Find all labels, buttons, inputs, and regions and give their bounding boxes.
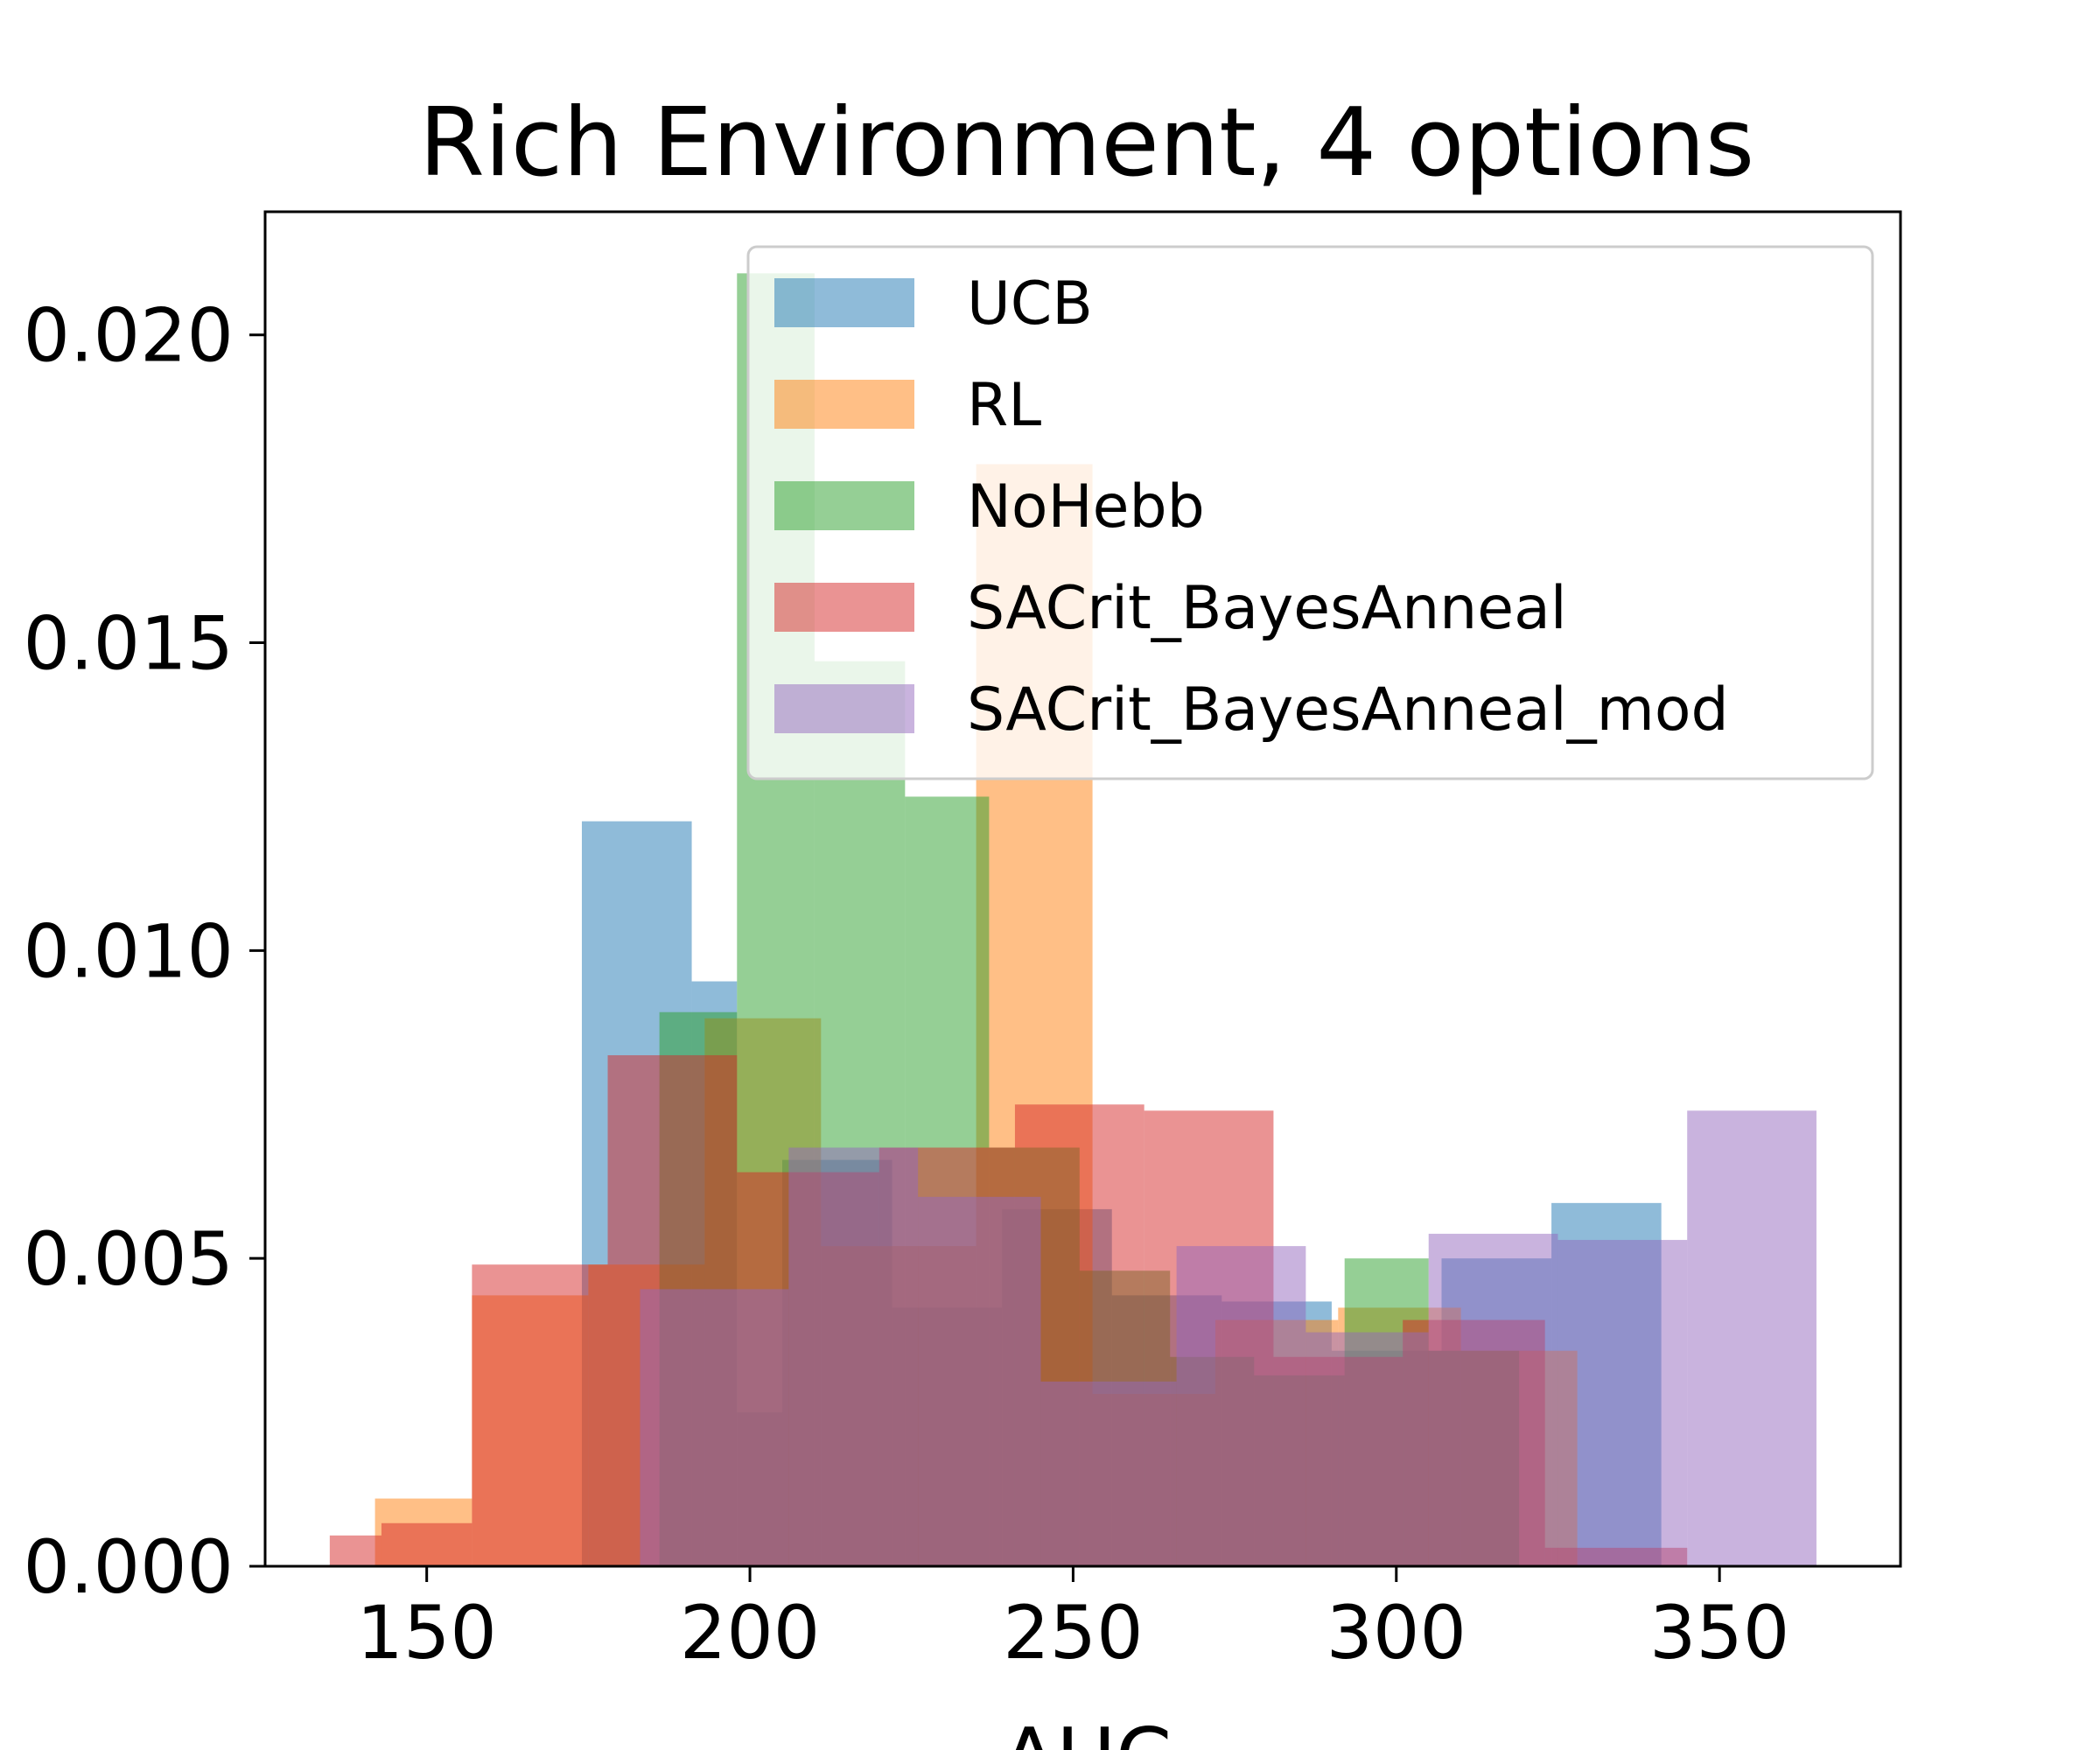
y-tick-label: 0.000: [24, 1524, 234, 1610]
histogram-bars: [329, 273, 1816, 1566]
x-tick-label: 250: [1003, 1590, 1143, 1676]
x-tick-label: 200: [680, 1590, 820, 1676]
legend-label-SACrit_BayesAnneal: SACrit_BayesAnneal: [967, 574, 1567, 643]
x-tick-label: 300: [1326, 1590, 1466, 1676]
legend-swatch-SACrit_BayesAnneal_mod: [774, 684, 914, 733]
legend-label-UCB: UCB: [967, 270, 1093, 339]
bar-SACrit_BayesAnneal-2: [472, 1264, 608, 1566]
y-tick-label: 0.015: [24, 601, 234, 687]
x-axis: 150 200 250 300 350: [357, 1566, 1789, 1676]
legend-swatch-UCB: [774, 278, 914, 327]
bar-SACrit_BayesAnneal_mod-0: [640, 1289, 789, 1566]
bar-SACrit_BayesAnneal_mod-7: [1558, 1240, 1688, 1566]
legend-swatch-NoHebb: [774, 481, 914, 530]
bar-SACrit_BayesAnneal_mod-4: [1176, 1246, 1306, 1566]
y-tick-label: 0.020: [24, 293, 234, 379]
legend-swatch-SACrit_BayesAnneal: [774, 583, 914, 632]
bar-SACrit_BayesAnneal_mod-6: [1428, 1234, 1558, 1566]
x-tick-label: 150: [357, 1590, 497, 1676]
y-tick-label: 0.010: [24, 908, 234, 994]
bar-SACrit_BayesAnneal_mod-5: [1306, 1332, 1429, 1566]
legend-label-RL: RL: [967, 371, 1041, 440]
chart-title: Rich Environment, 4 options: [419, 88, 1754, 198]
series-SACrit_BayesAnneal_mod: [640, 1110, 1816, 1566]
bar-SACrit_BayesAnneal_mod-2: [918, 1196, 1041, 1566]
x-tick-label: 350: [1649, 1590, 1789, 1676]
y-axis: 0.000 0.005 0.010 0.015 0.020: [24, 293, 265, 1610]
legend-label-NoHebb: NoHebb: [967, 472, 1205, 542]
bar-SACrit_BayesAnneal-0: [329, 1535, 382, 1566]
bar-SACrit_BayesAnneal_mod-8: [1687, 1110, 1816, 1566]
legend: UCB RL NoHebb SACrit_BayesAnneal SACrit_Baye…: [746, 245, 1874, 780]
plot-area-frame: [263, 210, 1902, 1568]
bar-SACrit_BayesAnneal-1: [381, 1522, 472, 1566]
legend-swatch-RL: [774, 380, 914, 429]
bar-SACrit_BayesAnneal_mod-3: [1040, 1381, 1177, 1566]
legend-box: [746, 245, 1874, 780]
bar-SACrit_BayesAnneal_mod-1: [788, 1147, 919, 1566]
legend-label-SACrit_BayesAnneal_mod: SACrit_BayesAnneal_mod: [967, 676, 1729, 745]
x-axis-label: AUC: [1002, 1711, 1172, 1750]
y-tick-label: 0.005: [24, 1216, 234, 1302]
